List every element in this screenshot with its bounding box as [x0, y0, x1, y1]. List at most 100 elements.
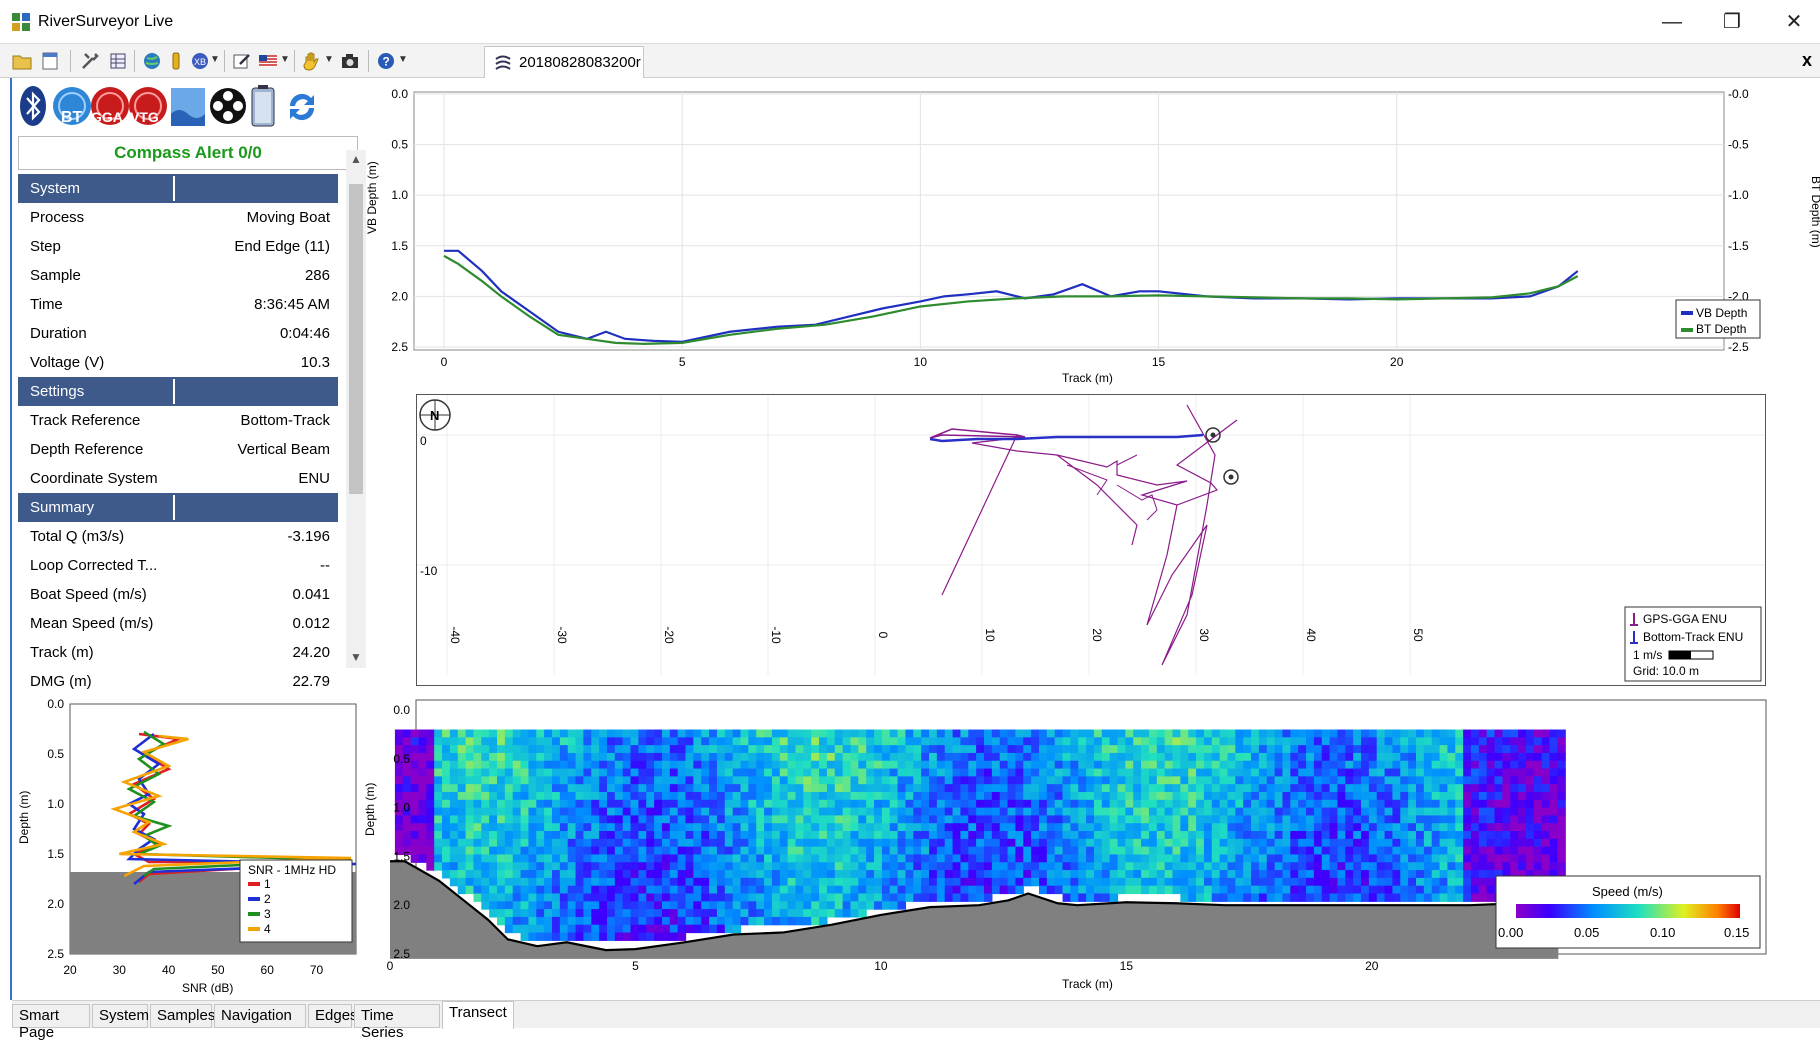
heatmap-cell: [1306, 745, 1315, 754]
section-header[interactable]: System: [18, 174, 338, 203]
gga-icon[interactable]: GGA: [90, 84, 130, 128]
heatmap-cell: [889, 893, 899, 902]
help-icon[interactable]: ?: [376, 51, 396, 71]
open-folder-icon[interactable]: [12, 51, 32, 71]
heatmap-cell: [1227, 862, 1236, 871]
heatmap-cell: [850, 862, 859, 871]
property-label: Boat Speed (m/s): [30, 586, 147, 603]
language-dropdown-icon[interactable]: ▼: [280, 54, 290, 65]
heatmap-cell: [512, 799, 522, 809]
heatmap-cell: [567, 776, 577, 785]
heatmap-cell: [834, 877, 844, 887]
camera-icon[interactable]: [340, 51, 360, 71]
properties-scrollbar[interactable]: ▲ ▼: [346, 150, 366, 668]
open-file-icon[interactable]: [40, 51, 60, 71]
heatmap-cell: [1329, 760, 1339, 770]
heatmap-cell: [1125, 885, 1134, 895]
heatmap-cell: [1392, 885, 1401, 895]
scrollbar-thumb[interactable]: [349, 184, 363, 494]
tab-transect[interactable]: Transect: [442, 1001, 514, 1029]
reel-icon[interactable]: [208, 84, 248, 128]
scroll-down-icon[interactable]: ▼: [350, 650, 362, 664]
heatmap-cell: [677, 877, 687, 887]
section-header[interactable]: Summary: [18, 493, 338, 522]
help-dropdown-icon[interactable]: ▼: [398, 54, 408, 65]
probe-icon[interactable]: [166, 51, 186, 71]
heatmap-cell: [1062, 729, 1071, 738]
heatmap-cell: [866, 823, 875, 832]
heatmap-cell: [764, 799, 773, 809]
depth-icon[interactable]: [168, 84, 208, 128]
heatmap-cell: [881, 846, 891, 856]
tab-edges[interactable]: Edges: [308, 1004, 358, 1028]
heatmap-cell: [921, 776, 930, 785]
heatmap-cell: [787, 807, 797, 817]
globe-icon[interactable]: [142, 51, 162, 71]
heatmap-cell: [1219, 760, 1229, 770]
heatmap-cell: [1015, 815, 1024, 824]
scroll-up-icon[interactable]: ▲: [350, 152, 362, 166]
restore-button[interactable]: ❐: [1723, 11, 1741, 33]
refresh-icon[interactable]: [284, 84, 320, 128]
heatmap-cell: [709, 893, 718, 902]
tab-time-series[interactable]: Time Series: [354, 1004, 440, 1041]
heatmap-cell: [1486, 885, 1496, 895]
vtg-icon[interactable]: VTG: [128, 84, 168, 128]
us-flag-icon[interactable]: [258, 51, 278, 71]
heatmap-cell: [536, 924, 545, 934]
heatmap-cell: [709, 862, 718, 871]
xb-icon[interactable]: XB: [190, 51, 210, 71]
heatmap-cell: [1023, 729, 1032, 738]
heatmap-cell: [1533, 846, 1543, 856]
heatmap-cell: [1549, 870, 1558, 879]
heatmap-cell: [669, 737, 679, 746]
heatmap-cell: [512, 877, 522, 887]
heatmap-cell: [1086, 823, 1095, 832]
heatmap-cell: [1266, 838, 1276, 848]
heatmap-cell: [1093, 737, 1103, 746]
heatmap-cell: [1282, 854, 1291, 863]
tab-system[interactable]: System: [92, 1004, 149, 1028]
heatmap-cell: [803, 745, 812, 754]
heatmap-cell: [1518, 815, 1527, 824]
file-tab[interactable]: 20180828083200r: [484, 46, 644, 78]
tools-icon[interactable]: [80, 51, 100, 71]
edit-icon[interactable]: [232, 51, 252, 71]
heatmap-cell: [654, 893, 663, 902]
heatmap-cell: [787, 854, 797, 863]
table-icon[interactable]: [108, 51, 128, 71]
heatmap-cell: [1274, 846, 1284, 856]
hand-dropdown-icon[interactable]: ▼: [324, 54, 334, 65]
bt-icon[interactable]: BT: [52, 84, 92, 128]
minimize-button[interactable]: —: [1662, 11, 1682, 33]
heatmap-cell: [811, 909, 820, 918]
battery-icon[interactable]: [248, 84, 278, 128]
heatmap-cell: [457, 799, 467, 809]
heatmap-cell: [1510, 815, 1519, 824]
heatmap-cell: [1431, 776, 1441, 785]
tab-samples[interactable]: Samples: [150, 1004, 215, 1028]
heatmap-cell: [622, 752, 632, 762]
heatmap-cell: [559, 838, 569, 848]
close-tab-button[interactable]: x: [1802, 50, 1813, 70]
heatmap-cell: [1258, 768, 1268, 777]
heatmap-cell: [669, 729, 679, 738]
heatmap-cell: [1353, 831, 1362, 840]
tab-navigation[interactable]: Navigation: [214, 1004, 306, 1028]
heatmap-cell: [716, 729, 726, 738]
heatmap-cell: [1031, 854, 1040, 863]
heatmap-cell: [1533, 870, 1543, 879]
bluetooth-icon[interactable]: [18, 84, 48, 128]
property-label: Step: [30, 238, 61, 255]
hand-icon[interactable]: [302, 51, 322, 71]
heatmap-cell: [1392, 745, 1401, 754]
xb-dropdown-icon[interactable]: ▼: [210, 54, 220, 65]
heatmap-cell: [1258, 729, 1268, 738]
heatmap-cell: [1431, 877, 1441, 887]
heatmap-cell: [1368, 776, 1378, 785]
tab-smart-page[interactable]: Smart Page: [12, 1004, 90, 1041]
close-window-button[interactable]: ✕: [1785, 11, 1803, 33]
heatmap-cell: [1345, 854, 1354, 863]
heatmap-cell: [1549, 752, 1558, 762]
section-header[interactable]: Settings: [18, 377, 338, 406]
